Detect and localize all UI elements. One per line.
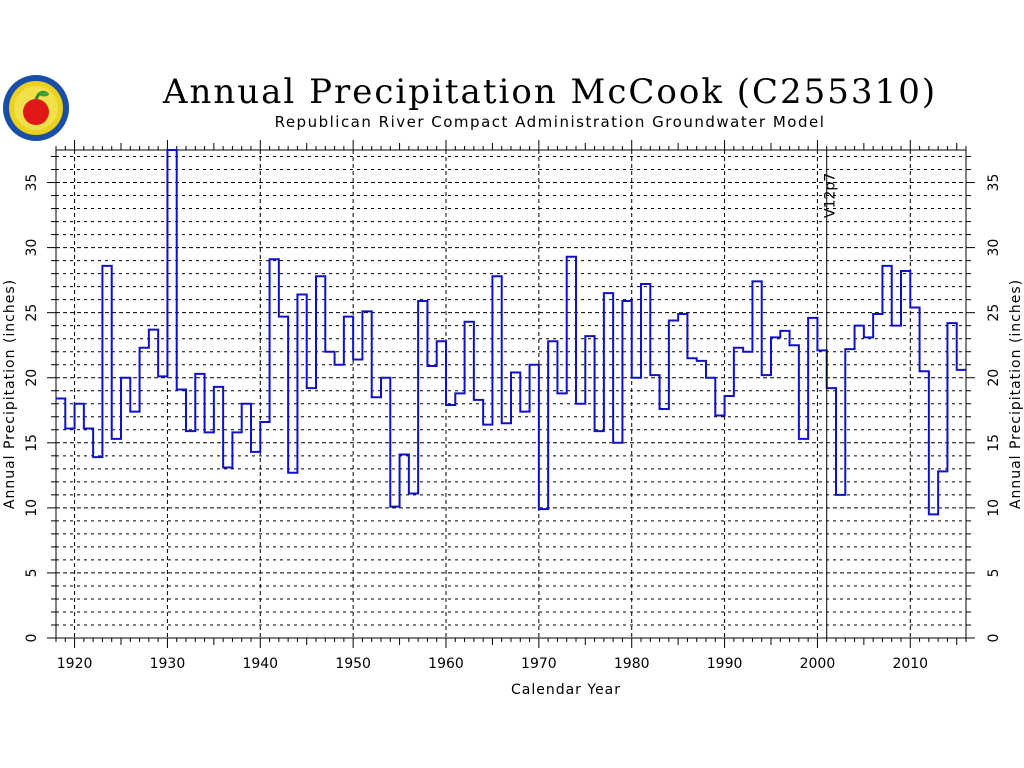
y-tick-label-right: 0 <box>986 634 1002 643</box>
x-tick-label: 1940 <box>242 656 278 672</box>
y-tick-label: 10 <box>24 499 40 517</box>
marker: V12p7 <box>823 150 839 638</box>
x-tick-label: 1930 <box>150 656 186 672</box>
y-tick-label: 5 <box>24 568 40 577</box>
y-tick-label-right: 5 <box>986 568 1002 577</box>
x-tick-label: 1920 <box>57 656 93 672</box>
axis-ticks: 1920 1930 1940 1950 1960 1970 1980 1990 2000 2010… <box>24 140 1002 672</box>
chart-title: Annual Precipitation McCook (C255310) <box>162 72 938 112</box>
x-tick-label: 1970 <box>521 656 557 672</box>
y-axis-label-left: Annual Precipitation (inches) <box>2 279 18 509</box>
y-tick-label-right: 35 <box>986 174 1002 192</box>
x-tick-label: 2000 <box>800 656 836 672</box>
y-tick-label: 15 <box>24 434 40 452</box>
apple-seal-logo-icon <box>3 75 69 141</box>
x-tick-label: 1960 <box>428 656 464 672</box>
x-tick-label: 1950 <box>335 656 371 672</box>
chart-subtitle: Republican River Compact Administration … <box>274 113 826 131</box>
y-tick-label: 30 <box>24 239 40 257</box>
y-tick-label-right: 10 <box>986 499 1002 517</box>
grid <box>56 150 966 638</box>
y-tick-label-right: 20 <box>986 369 1002 387</box>
x-axis-label: Calendar Year <box>511 682 621 698</box>
x-tick-label: 1980 <box>614 656 650 672</box>
y-tick-label-right: 25 <box>986 304 1002 322</box>
precipitation-series-line <box>56 149 966 516</box>
marker-label: V12p7 <box>823 173 839 218</box>
y-axis-label-right: Annual Precipitation (inches) <box>1008 279 1024 509</box>
x-tick-label: 2010 <box>892 656 928 672</box>
y-tick-label: 25 <box>24 304 40 322</box>
x-tick-label: 1990 <box>707 656 743 672</box>
y-tick-label-right: 30 <box>986 239 1002 257</box>
y-tick-label: 0 <box>24 634 40 643</box>
y-tick-label: 35 <box>24 174 40 192</box>
y-tick-label: 20 <box>24 369 40 387</box>
y-tick-label-right: 15 <box>986 434 1002 452</box>
